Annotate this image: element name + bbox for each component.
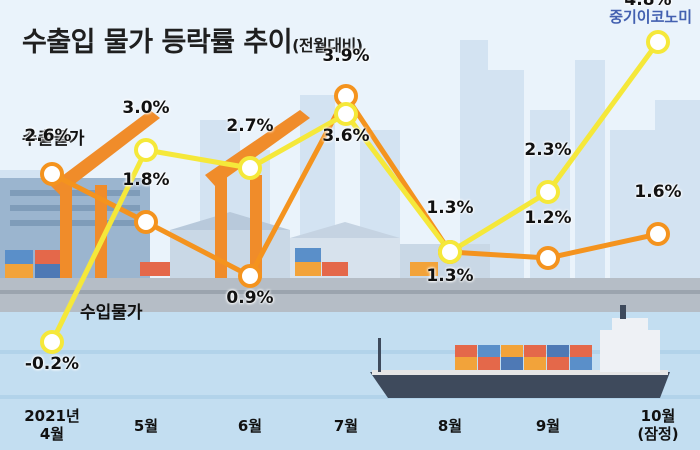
data-label-export: 1.6%	[634, 182, 682, 202]
data-point-export	[646, 222, 670, 246]
data-point-import	[40, 330, 64, 354]
series-label-import: 수입물가	[80, 303, 143, 323]
title-subtitle: (전월대비)	[292, 36, 363, 55]
data-point-import	[536, 180, 560, 204]
data-label-export: 1.8%	[122, 170, 170, 190]
chart-title: 수출입 물가 등락률 추이(전월대비)	[22, 20, 363, 59]
title-text: 수출입 물가 등락률 추이	[22, 27, 293, 58]
data-point-import	[334, 102, 358, 126]
data-point-import	[438, 240, 462, 264]
data-label-export: 2.6%	[24, 126, 72, 146]
data-label-export: 1.3%	[426, 198, 474, 218]
data-label-import: 3.0%	[122, 98, 170, 118]
data-label-import: 4.8%	[624, 0, 672, 10]
data-point-import	[238, 156, 262, 180]
data-label-import: -0.2%	[24, 354, 80, 374]
x-tick-label: 7월	[333, 417, 359, 435]
data-label-import: 2.3%	[524, 140, 572, 160]
data-label-export: 0.9%	[226, 288, 274, 308]
series-line-import	[49, 40, 661, 344]
data-label-export: 3.9%	[322, 46, 370, 66]
source-credit: 중기이코노미	[609, 8, 692, 26]
x-tick-label: 10월 (잠정)	[637, 407, 679, 443]
data-point-export	[134, 210, 158, 234]
x-tick-label: 8월	[437, 417, 463, 435]
data-point-import	[646, 30, 670, 54]
data-point-export	[536, 246, 560, 270]
data-point-import	[134, 138, 158, 162]
data-label-import: 3.6%	[322, 126, 370, 146]
x-tick-label: 2021년 4월	[24, 407, 80, 443]
x-tick-label: 9월	[535, 417, 561, 435]
data-label-export: 1.2%	[524, 208, 572, 228]
x-tick-label: 5월	[133, 417, 159, 435]
data-point-export	[40, 162, 64, 186]
data-point-export	[238, 264, 262, 288]
series-label-export: 수출물가	[22, 129, 85, 149]
data-label-import: 2.7%	[226, 116, 274, 136]
x-tick-label: 6월	[237, 417, 263, 435]
data-label-import: 1.3%	[426, 266, 474, 286]
